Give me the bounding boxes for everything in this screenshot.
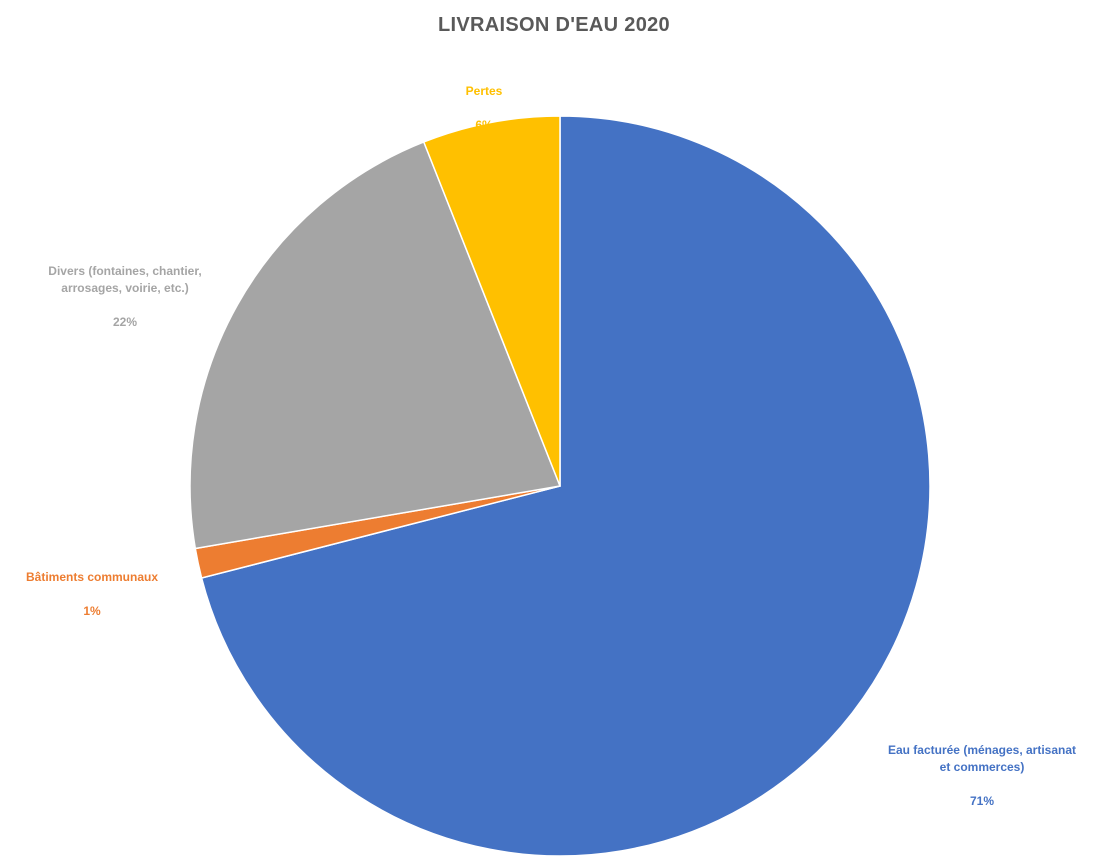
slice-label-batiments: Bâtiments communaux 1% (4, 552, 180, 637)
slice-percent-pertes: 6% (475, 118, 493, 132)
chart-title: LIVRAISON D'EAU 2020 (438, 14, 670, 36)
slice-name-pertes: Pertes (465, 84, 503, 98)
slice-name-eau-facturee: Eau facturée (ménages, artisanat et comm… (887, 743, 1077, 774)
slice-percent-eau-facturee: 71% (969, 794, 995, 808)
slice-divers (189, 141, 562, 550)
slice-label-pertes: Pertes 6% (430, 66, 538, 151)
slice-pertes (422, 115, 561, 487)
slice-name-divers: Divers (fontaines, chantier, arrosages, … (48, 264, 202, 295)
slice-percent-batiments: 1% (83, 604, 101, 618)
slice-percent-divers: 22% (112, 315, 138, 329)
slice-eau-facturee (200, 115, 931, 857)
slice-label-divers: Divers (fontaines, chantier, arrosages, … (12, 246, 238, 348)
slice-name-batiments: Bâtiments communaux (25, 570, 159, 584)
slice-label-eau-facturee: Eau facturée (ménages, artisanat et comm… (860, 725, 1104, 827)
